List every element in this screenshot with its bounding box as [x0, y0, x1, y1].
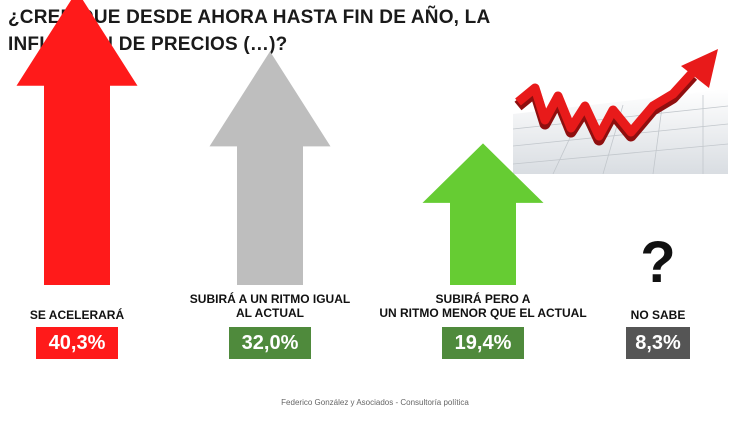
category-label-line: NO SABE — [630, 308, 686, 322]
category-label-line: SUBIRÁ PERO A — [435, 292, 531, 306]
category-label-line: UN RITMO MENOR QUE EL ACTUAL — [379, 306, 587, 320]
arrow-bar-3 — [422, 143, 544, 285]
value-badge-4: 8,3% — [626, 327, 690, 359]
value-badge-1: 40,3% — [36, 327, 118, 359]
rising-red-arrow-graph — [513, 44, 728, 174]
footer-credit: Federico González y Asociados - Consulto… — [281, 398, 469, 407]
value-badge-2: 32,0% — [229, 327, 311, 359]
category-label-3: SUBIRÁ PERO A UN RITMO MENOR QUE EL ACTUA… — [373, 292, 593, 320]
value-badge-3: 19,4% — [442, 327, 524, 359]
category-label-1: SE ACELERARÁ — [0, 308, 187, 322]
question-mark-icon: ? — [640, 230, 675, 295]
category-label-line: SE ACELERARÁ — [29, 308, 125, 322]
arrow-bar-1 — [16, 0, 138, 285]
category-label-4: NO SABE — [548, 308, 750, 322]
category-label-line: SUBIRÁ A UN RITMO IGUAL — [189, 292, 351, 306]
arrow-bar-2 — [209, 51, 331, 286]
category-label-2: SUBIRÁ A UN RITMO IGUAL AL ACTUAL — [160, 292, 380, 320]
category-label-line: AL ACTUAL — [236, 306, 304, 320]
